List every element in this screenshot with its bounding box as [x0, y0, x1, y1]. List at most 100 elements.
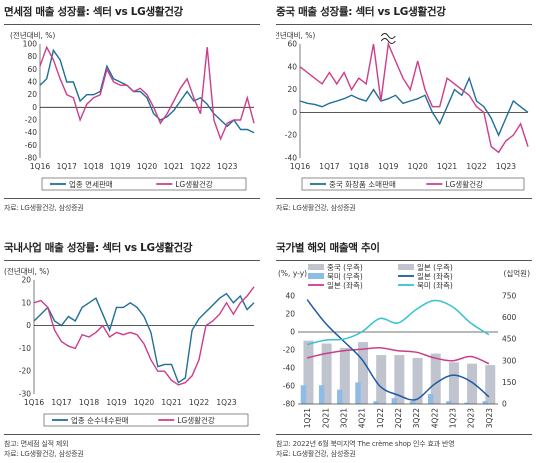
chart-overseas: (%, y-y) (십억원) -80 -60 -40 -20 0 20 40 0 150 300 450… [278, 263, 530, 428]
x-tick-label: 1Q23 [496, 162, 516, 171]
bar-bar_blue [355, 382, 361, 404]
legend-label: 일본 (좌측) [417, 272, 453, 281]
x-tick-label: 1Q17 [319, 162, 339, 171]
y-tick-label-right: 0 [502, 400, 507, 409]
bottom-rule [4, 198, 260, 199]
bar-bar_blue [300, 385, 307, 404]
series-line-pink [33, 286, 255, 386]
chart-duty-free: (전년대비, %) -80 -60 -40 -20 0 20 40 60 80 100 1Q16 1Q1… [10, 30, 255, 191]
y-tick-label: -30 [19, 390, 31, 399]
axis-break-mark [380, 33, 396, 39]
legend-label: 업종 면세판매 [69, 179, 113, 189]
y-tick-label: -40 [285, 154, 297, 163]
panel-title: 국내사업 매출 성장률: 섹터 vs LG생활건강 [4, 242, 193, 254]
y-tick-label: 60 [287, 40, 297, 49]
series-line-blue [39, 48, 255, 134]
source-note: 자료: LG생활건강, 삼성증권 [276, 450, 356, 458]
y-tick-label-left: -80 [283, 400, 295, 409]
y-tick-label-right: 750 [502, 292, 517, 301]
y-tick-label: -60 [25, 141, 37, 150]
legend-label: 북미 (좌측) [417, 281, 453, 290]
y-tick-label: -80 [25, 154, 37, 163]
x-tick-label: 4Q21 [358, 408, 367, 428]
y-tick-label: -40 [25, 128, 37, 137]
x-tick-label: 1Q21 [437, 162, 457, 171]
x-tick-label: 1Q16 [30, 162, 50, 171]
y-axis-label-right: (십억원) [503, 269, 530, 278]
title-rule [4, 24, 260, 25]
bar-bar_blue [337, 389, 343, 404]
source-note: 자료: LG생활건강, 삼성증권 [276, 204, 356, 212]
x-tick-label: 3Q23 [485, 408, 494, 428]
y-tick-label: 0 [292, 108, 297, 117]
bar-bar_blue [391, 398, 398, 404]
title-rule [4, 260, 260, 261]
reference-note: 참고: 2022년 6월 북미지역 The crème shop 인수 효과 반… [276, 440, 455, 448]
series-line-navy [306, 299, 490, 401]
x-tick-label: 1Q19 [378, 162, 398, 171]
bar-bar_blue [482, 401, 488, 404]
bar-bar_gray [467, 363, 478, 404]
series-line-blue [33, 292, 255, 384]
bar-bar_blue [428, 393, 434, 404]
x-tick-label: 1Q20 [408, 162, 428, 171]
y-tick-label: 80 [27, 52, 37, 61]
y-tick-label: -20 [25, 116, 37, 125]
legend-swatch [398, 264, 414, 270]
x-tick-label: 1Q22 [189, 398, 209, 407]
series-line-cyan [306, 299, 490, 346]
source-note: 자료: LG생활건강, 삼성증권 [4, 204, 84, 212]
title-rule [276, 24, 532, 25]
y-tick-label: 40 [27, 78, 37, 87]
y-tick-label: 40 [287, 62, 297, 71]
x-tick-label: 1Q18 [83, 162, 103, 171]
y-tick-label: -20 [19, 367, 31, 376]
source-note: 자료: LG생활건강, 삼성증권 [4, 450, 84, 458]
x-tick-label: 1Q19 [106, 398, 126, 407]
bottom-rule [276, 434, 532, 435]
y-tick-label-left: 40 [285, 292, 295, 301]
y-tick-label-right: 150 [502, 378, 517, 387]
x-tick-label: 1Q16 [24, 398, 44, 407]
y-tick-label: 20 [287, 85, 297, 94]
x-tick-label: 1Q23 [449, 408, 458, 428]
x-tick-label: 1Q17 [57, 162, 77, 171]
bar-bar_gray [394, 355, 405, 404]
title-rule [276, 260, 532, 261]
y-axis-label: (전년대비, %) [10, 30, 55, 40]
x-tick-label: 1Q23 [217, 162, 237, 171]
x-tick-label: 1Q18 [79, 398, 99, 407]
y-tick-label-right: 450 [502, 335, 517, 344]
x-tick-label: 1Q17 [51, 398, 71, 407]
legend-swatch [308, 264, 324, 270]
y-tick-label-right: 600 [502, 313, 517, 322]
y-tick-label: 10 [21, 298, 31, 307]
bottom-rule [4, 434, 260, 435]
bar-bar_gray [321, 343, 332, 404]
legend-label: 일본 (좌측) [327, 281, 363, 290]
y-axis-label-left: (%, y-y) [278, 269, 307, 278]
bar-bar_gray [303, 340, 314, 404]
bar-bar_blue [409, 401, 416, 404]
y-axis-label: (전년대비, %) [4, 266, 49, 276]
y-tick-label-left: -60 [283, 382, 295, 391]
y-tick-label: 20 [21, 276, 31, 285]
legend-box [41, 177, 247, 191]
legend-swatch [308, 273, 324, 279]
y-tick-label: 100 [23, 40, 38, 49]
x-tick-label: 1Q22 [466, 162, 486, 171]
x-tick-label: 1Q18 [349, 162, 369, 171]
series-line-pink [306, 347, 490, 365]
x-tick-label: 1Q21 [161, 398, 181, 407]
x-tick-label: 2Q23 [467, 408, 476, 428]
bar-bar_blue [446, 401, 452, 404]
legend-label: LG생활건강 [445, 179, 483, 189]
y-tick-label-right: 300 [502, 356, 517, 365]
bar-bar_blue [373, 401, 379, 404]
bar-bar_blue [318, 385, 325, 404]
panel-duty-free: 면세점 매출 성장률: 섹터 vs LG생활건강 (전년대비, %) -80 -60… [4, 4, 262, 214]
chart-domestic: (전년대비, %) -30 -20 -10 0 10 20 1Q16 1Q17 1Q18 1Q19 1… [4, 266, 255, 427]
y-tick-label: 0 [32, 103, 37, 112]
x-tick-label: 1Q22 [376, 408, 385, 428]
y-tick-label: 0 [26, 321, 31, 330]
